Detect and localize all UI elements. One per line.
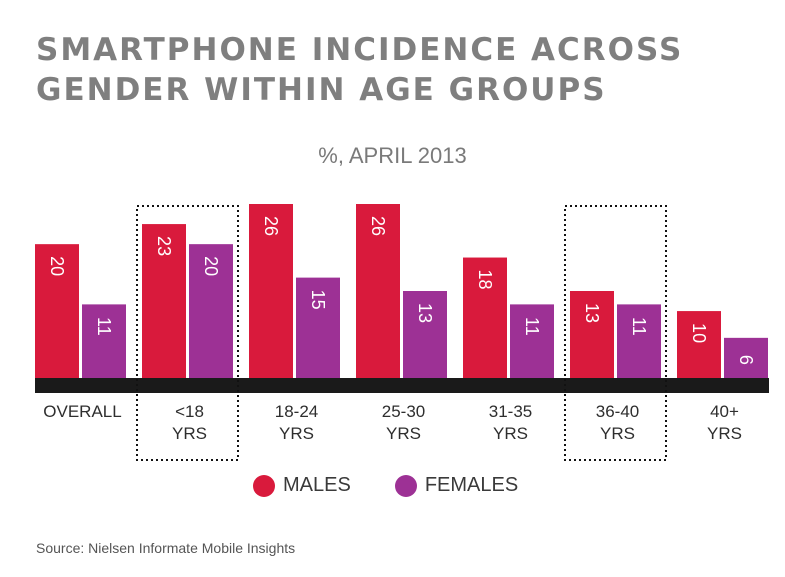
category-label-line: YRS bbox=[493, 424, 528, 443]
data-label-males: 18 bbox=[475, 270, 495, 290]
bar-females bbox=[296, 277, 340, 378]
legend-label-males: MALES bbox=[283, 474, 351, 496]
bar-males bbox=[356, 204, 400, 378]
category-label-line: 31-35 bbox=[489, 402, 532, 421]
legend: MALES FEMALES bbox=[253, 474, 562, 497]
category-label-line: OVERALL bbox=[43, 402, 121, 421]
data-label-females: 15 bbox=[308, 290, 328, 310]
data-label-females: 11 bbox=[522, 317, 542, 336]
legend-swatch-males bbox=[253, 474, 275, 497]
bar-females bbox=[189, 244, 233, 378]
bar-females bbox=[724, 337, 768, 378]
category-label-line: YRS bbox=[386, 424, 421, 443]
legend-item-males: MALES bbox=[253, 474, 351, 497]
data-label-males: 13 bbox=[582, 303, 602, 323]
data-label-females: 11 bbox=[94, 317, 114, 336]
category-label: 31-35 YRS bbox=[489, 402, 532, 443]
bar-males bbox=[677, 311, 721, 378]
category-label: 18-24 YRS bbox=[275, 402, 318, 443]
data-label-males: 26 bbox=[368, 216, 388, 236]
category-label: OVERALL bbox=[43, 402, 121, 421]
data-label-females: 11 bbox=[629, 317, 649, 336]
bar-males bbox=[570, 291, 614, 378]
bar-males bbox=[35, 244, 79, 378]
legend-item-females: FEMALES bbox=[394, 474, 519, 497]
category-label-line: 18-24 bbox=[275, 402, 318, 421]
bar-females bbox=[82, 304, 126, 378]
legend-label-females: FEMALES bbox=[424, 474, 519, 496]
category-label: <18 YRS bbox=[172, 402, 207, 443]
category-label-line: YRS bbox=[707, 424, 742, 443]
data-label-males: 23 bbox=[154, 236, 174, 256]
data-label-females: 6 bbox=[736, 355, 756, 365]
highlight-box bbox=[564, 205, 667, 461]
bar-females bbox=[403, 291, 447, 378]
bar-males bbox=[249, 204, 293, 378]
highlight-box bbox=[136, 205, 239, 461]
category-label-line: YRS bbox=[279, 424, 314, 443]
data-label-males: 10 bbox=[689, 323, 709, 343]
bar-females bbox=[510, 304, 554, 378]
category-label-line: YRS bbox=[600, 424, 635, 443]
category-label-line: 25-30 bbox=[382, 402, 425, 421]
source-note: Source: Nielsen Informate Mobile Insight… bbox=[36, 540, 296, 556]
bar-males bbox=[142, 224, 186, 378]
x-axis-baseline bbox=[35, 378, 769, 393]
category-label-line: <18 bbox=[175, 402, 204, 421]
data-label-females: 20 bbox=[201, 256, 221, 276]
legend-swatch-females bbox=[394, 474, 417, 497]
bar-females bbox=[617, 304, 661, 378]
category-label-line: 40+ bbox=[710, 402, 739, 421]
category-label-line: YRS bbox=[172, 424, 207, 443]
data-label-males: 26 bbox=[261, 216, 281, 236]
data-label-males: 20 bbox=[47, 256, 67, 276]
bar-males bbox=[463, 257, 507, 378]
chart-subtitle: %, APRIL 2013 bbox=[318, 143, 467, 168]
chart-title: SMARTPHONE INCIDENCE ACROSS GENDER WITHI… bbox=[36, 32, 684, 108]
data-label-females: 13 bbox=[415, 303, 435, 323]
category-label: 25-30 YRS bbox=[382, 402, 425, 443]
category-label: 40+ YRS bbox=[707, 402, 742, 443]
category-label: 36-40 YRS bbox=[596, 402, 639, 443]
category-label-line: 36-40 bbox=[596, 402, 639, 421]
